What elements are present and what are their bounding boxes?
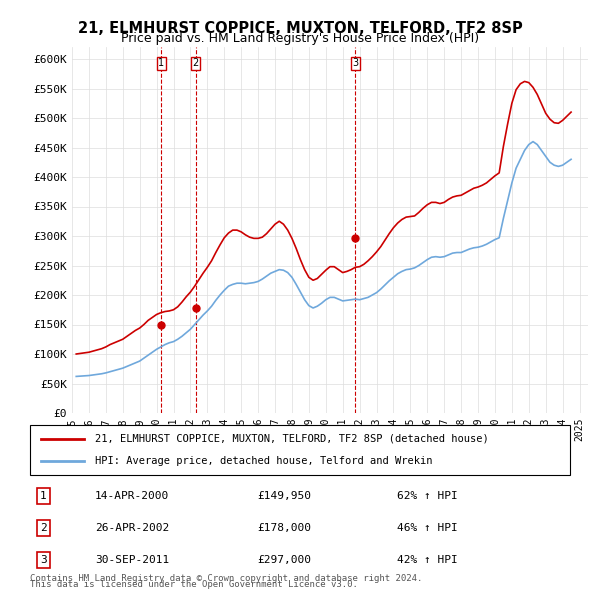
Text: 1: 1 [40,491,47,501]
Text: £297,000: £297,000 [257,555,311,565]
Text: Contains HM Land Registry data © Crown copyright and database right 2024.: Contains HM Land Registry data © Crown c… [30,574,422,583]
Text: 62% ↑ HPI: 62% ↑ HPI [397,491,458,501]
Text: Price paid vs. HM Land Registry's House Price Index (HPI): Price paid vs. HM Land Registry's House … [121,32,479,45]
Text: 1: 1 [158,58,164,68]
Text: 3: 3 [352,58,358,68]
Text: 2: 2 [193,58,199,68]
Text: 42% ↑ HPI: 42% ↑ HPI [397,555,458,565]
Text: 26-APR-2002: 26-APR-2002 [95,523,169,533]
Text: This data is licensed under the Open Government Licence v3.0.: This data is licensed under the Open Gov… [30,580,358,589]
Text: 2: 2 [40,523,47,533]
Text: 30-SEP-2011: 30-SEP-2011 [95,555,169,565]
Text: 14-APR-2000: 14-APR-2000 [95,491,169,501]
Text: 3: 3 [40,555,47,565]
Text: £178,000: £178,000 [257,523,311,533]
FancyBboxPatch shape [30,425,570,475]
Text: 46% ↑ HPI: 46% ↑ HPI [397,523,458,533]
Text: 21, ELMHURST COPPICE, MUXTON, TELFORD, TF2 8SP: 21, ELMHURST COPPICE, MUXTON, TELFORD, T… [77,21,523,35]
Text: £149,950: £149,950 [257,491,311,501]
Text: 21, ELMHURST COPPICE, MUXTON, TELFORD, TF2 8SP (detached house): 21, ELMHURST COPPICE, MUXTON, TELFORD, T… [95,434,488,444]
Text: HPI: Average price, detached house, Telford and Wrekin: HPI: Average price, detached house, Telf… [95,456,432,466]
